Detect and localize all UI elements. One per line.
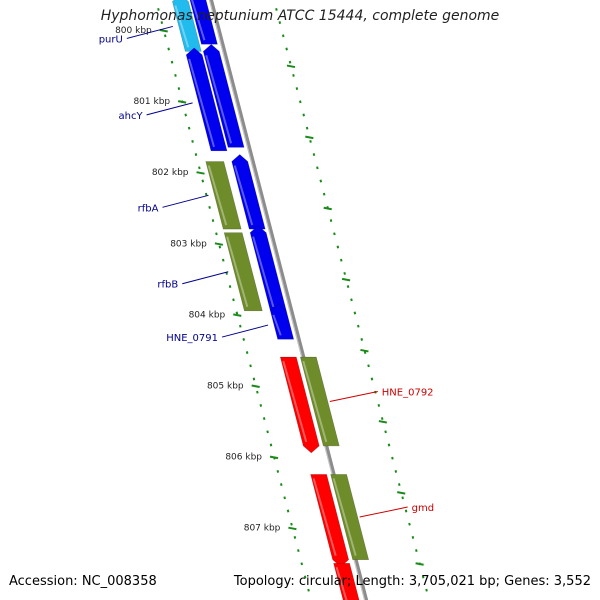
feature-ahcY-orf[interactable] (202, 43, 245, 148)
ruler-tick-right (305, 135, 314, 140)
ruler-tick-label: 801 kbp (133, 97, 170, 107)
ruler-tick-label: 802 kbp (152, 168, 189, 178)
feature-highlight (233, 165, 254, 226)
feature-ahcY[interactable] (185, 47, 228, 152)
ruler-tick (214, 242, 224, 246)
feature-highlight (174, 5, 190, 48)
feature-label[interactable]: gmd (412, 503, 434, 514)
ruler-tick (269, 455, 279, 460)
feature-highlight (312, 478, 337, 556)
label-leader-line (221, 324, 269, 338)
ruler-tick (233, 313, 242, 317)
feature-next-cds[interactable] (333, 562, 365, 600)
label-leader-line (126, 25, 173, 39)
feature-label[interactable]: HNE_0791 (166, 333, 218, 344)
ruler-tick-label: 806 kbp (225, 453, 262, 463)
feature-highlight (302, 360, 328, 443)
feature-label[interactable]: HNE_0792 (382, 387, 434, 398)
feature-HNE_0791[interactable] (270, 303, 295, 340)
ruler-tick (288, 526, 297, 531)
feature-highlight (252, 236, 275, 308)
feature-HNE_0792[interactable] (279, 356, 320, 454)
feature-rfbB[interactable] (223, 232, 263, 312)
feature-highlight (282, 360, 308, 443)
accession-text: Accession: NC_008358 (9, 574, 157, 589)
ruler-tick (159, 29, 168, 33)
feature-rfbA[interactable] (205, 161, 242, 230)
feature-highlight (188, 58, 215, 148)
feature-highlight (226, 236, 249, 308)
feature-gmd-gene[interactable] (330, 474, 370, 560)
ruler-tick-right (397, 491, 406, 495)
ruler-tick-label: 803 kbp (170, 239, 207, 249)
label-leader-line (329, 391, 378, 402)
ruler-tick-right (323, 206, 332, 211)
feature-label[interactable]: purU (99, 34, 123, 45)
feature-highlight (332, 478, 357, 556)
ruler-tick-right (378, 420, 388, 424)
ruler-tick-label: 804 kbp (189, 310, 226, 320)
ruler-dots-left (157, 7, 310, 592)
feature-highlight (335, 566, 348, 600)
ruler-tick-label: 807 kbp (244, 524, 281, 534)
label-leader-line (182, 271, 229, 285)
ruler-tick-right (341, 277, 351, 282)
feature-highlight (190, 0, 206, 41)
label-leader-line (162, 194, 209, 208)
ruler-tick-right (415, 562, 424, 566)
ruler-tick (196, 171, 205, 175)
feature-gmd[interactable] (310, 474, 350, 568)
map-title: Hyphomonas neptunium ATCC 15444, complet… (100, 8, 500, 24)
feature-label[interactable]: ahcY (119, 111, 144, 122)
feature-highlight (207, 165, 228, 226)
feature-highlight (272, 314, 282, 336)
genome-summary-text: Topology: circular; Length: 3,705,021 bp… (233, 574, 591, 589)
ruler: 800 kbp 801 kbp 802 kbp 803 kbp 804 kbp 805 k… (115, 26, 424, 566)
label-leader-line (146, 102, 193, 116)
ruler-tick (177, 100, 187, 104)
ruler-tick-right (286, 64, 296, 69)
feature-label[interactable]: rfbB (157, 280, 178, 291)
ruler-tick-label: 805 kbp (207, 382, 244, 392)
feature-highlight (205, 55, 233, 144)
label-leader-line (359, 506, 408, 518)
ruler-tick-right (360, 348, 369, 353)
feature-purU-orf[interactable] (189, 0, 218, 45)
feature-label[interactable]: rfbA (138, 203, 159, 214)
ruler-tick-label: 800 kbp (115, 26, 152, 36)
features (172, 0, 370, 600)
ruler-tick (251, 384, 260, 388)
feature-HNE_0792-gene[interactable] (299, 356, 340, 447)
